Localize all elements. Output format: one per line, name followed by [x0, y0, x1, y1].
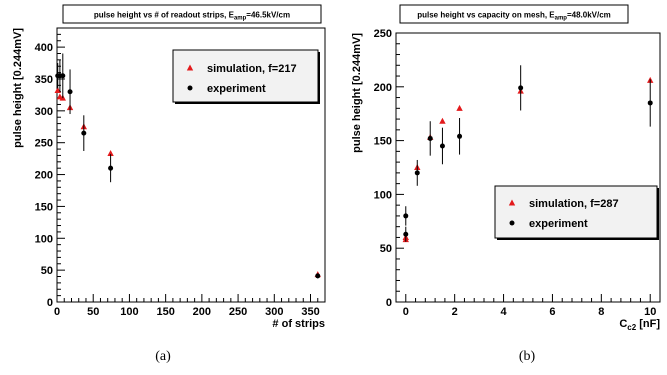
- chart-title-suffix: =48.0kV/cm: [567, 11, 611, 20]
- y-tick-label: 350: [35, 74, 53, 86]
- simulation-point: [439, 117, 446, 124]
- experiment-point: [439, 143, 445, 149]
- chart-panel-b: pulse height vs capacity on mesh, Eamp=4…: [351, 4, 661, 364]
- x-axis-label: # of strips: [272, 318, 325, 330]
- x-axis-label: Cc2 [nF]: [619, 318, 660, 332]
- experiment-point: [403, 213, 409, 219]
- chart-title-subscript: amp: [234, 16, 247, 22]
- y-tick-label: 150: [374, 136, 392, 148]
- y-tick-label: 200: [35, 170, 53, 182]
- legend-box: [172, 49, 319, 103]
- y-tick-label: 250: [35, 138, 53, 150]
- chart-title-subscript: amp: [555, 16, 568, 22]
- x-tick-label: 350: [301, 306, 319, 318]
- experiment-point: [67, 89, 73, 95]
- legend-label: experiment: [529, 218, 588, 230]
- experiment-point: [457, 133, 463, 139]
- y-tick-label: 50: [41, 265, 53, 277]
- y-tick-label: 50: [380, 243, 392, 255]
- y-tick-label: 100: [35, 233, 53, 245]
- experiment-point: [414, 170, 420, 176]
- chart-title-box: [399, 4, 629, 24]
- x-tick-label: 8: [598, 306, 604, 318]
- simulation-point: [54, 86, 61, 93]
- y-tick-label: 250: [374, 28, 392, 40]
- plot-frame: [395, 32, 661, 303]
- legend-box: [494, 185, 658, 239]
- y-axis-label: pulse height [0.244mV]: [351, 33, 363, 153]
- legend-marker-circle: [509, 220, 515, 226]
- x-tick-label: 300: [265, 306, 283, 318]
- x-axis-label-subscript: c2: [627, 323, 636, 332]
- x-tick-label: 6: [549, 306, 555, 318]
- experiment-point: [81, 130, 87, 136]
- experiment-point: [60, 73, 66, 79]
- legend-label: simulation, f=217: [207, 63, 297, 75]
- x-tick-label: 2: [452, 306, 458, 318]
- legend-marker-triangle: [186, 64, 194, 71]
- x-tick-label: 10: [644, 306, 656, 318]
- y-tick-label: 200: [374, 82, 392, 94]
- simulation-point: [456, 104, 463, 111]
- x-tick-label: 4: [500, 306, 507, 318]
- y-tick-label: 100: [374, 189, 392, 201]
- chart-title-suffix: =46.5kV/cm: [246, 11, 290, 20]
- x-tick-label: 150: [156, 306, 174, 318]
- legend-marker-triangle: [508, 199, 516, 206]
- y-tick-label: 0: [386, 297, 392, 309]
- y-tick-label: 150: [35, 201, 53, 213]
- simulation-point: [107, 150, 114, 157]
- experiment-point: [427, 135, 433, 141]
- legend-marker-circle: [187, 85, 193, 91]
- figure-caption: (b): [519, 349, 536, 364]
- x-tick-label: 250: [229, 306, 247, 318]
- x-tick-label: 200: [193, 306, 211, 318]
- experiment-point: [108, 165, 114, 171]
- x-tick-label: 0: [54, 306, 60, 318]
- experiment-point: [315, 273, 321, 279]
- experiment-point: [647, 100, 653, 106]
- x-tick-label: 0: [403, 306, 409, 318]
- experiment-point: [518, 85, 524, 91]
- x-tick-label: 100: [120, 306, 138, 318]
- chart-panel-a: pulse height vs # of readout strips, Eam…: [12, 4, 326, 364]
- y-axis-label: pulse height [0.244mV]: [12, 28, 24, 148]
- chart-title-box: [62, 4, 322, 24]
- y-tick-label: 0: [47, 297, 53, 309]
- legend-label: simulation, f=287: [529, 198, 619, 210]
- figure-caption: (a): [155, 349, 171, 364]
- y-tick-label: 300: [35, 106, 53, 118]
- x-tick-label: 50: [87, 306, 99, 318]
- chart-title: pulse height vs # of readout strips, Eam…: [94, 11, 290, 22]
- legend-label: experiment: [207, 83, 266, 95]
- y-tick-label: 400: [35, 42, 53, 54]
- plot-frame: [56, 27, 326, 303]
- experiment-point: [403, 231, 409, 237]
- x-axis-label-unit: [nF]: [636, 318, 660, 330]
- chart-title: pulse height vs capacity on mesh, Eamp=4…: [417, 11, 611, 22]
